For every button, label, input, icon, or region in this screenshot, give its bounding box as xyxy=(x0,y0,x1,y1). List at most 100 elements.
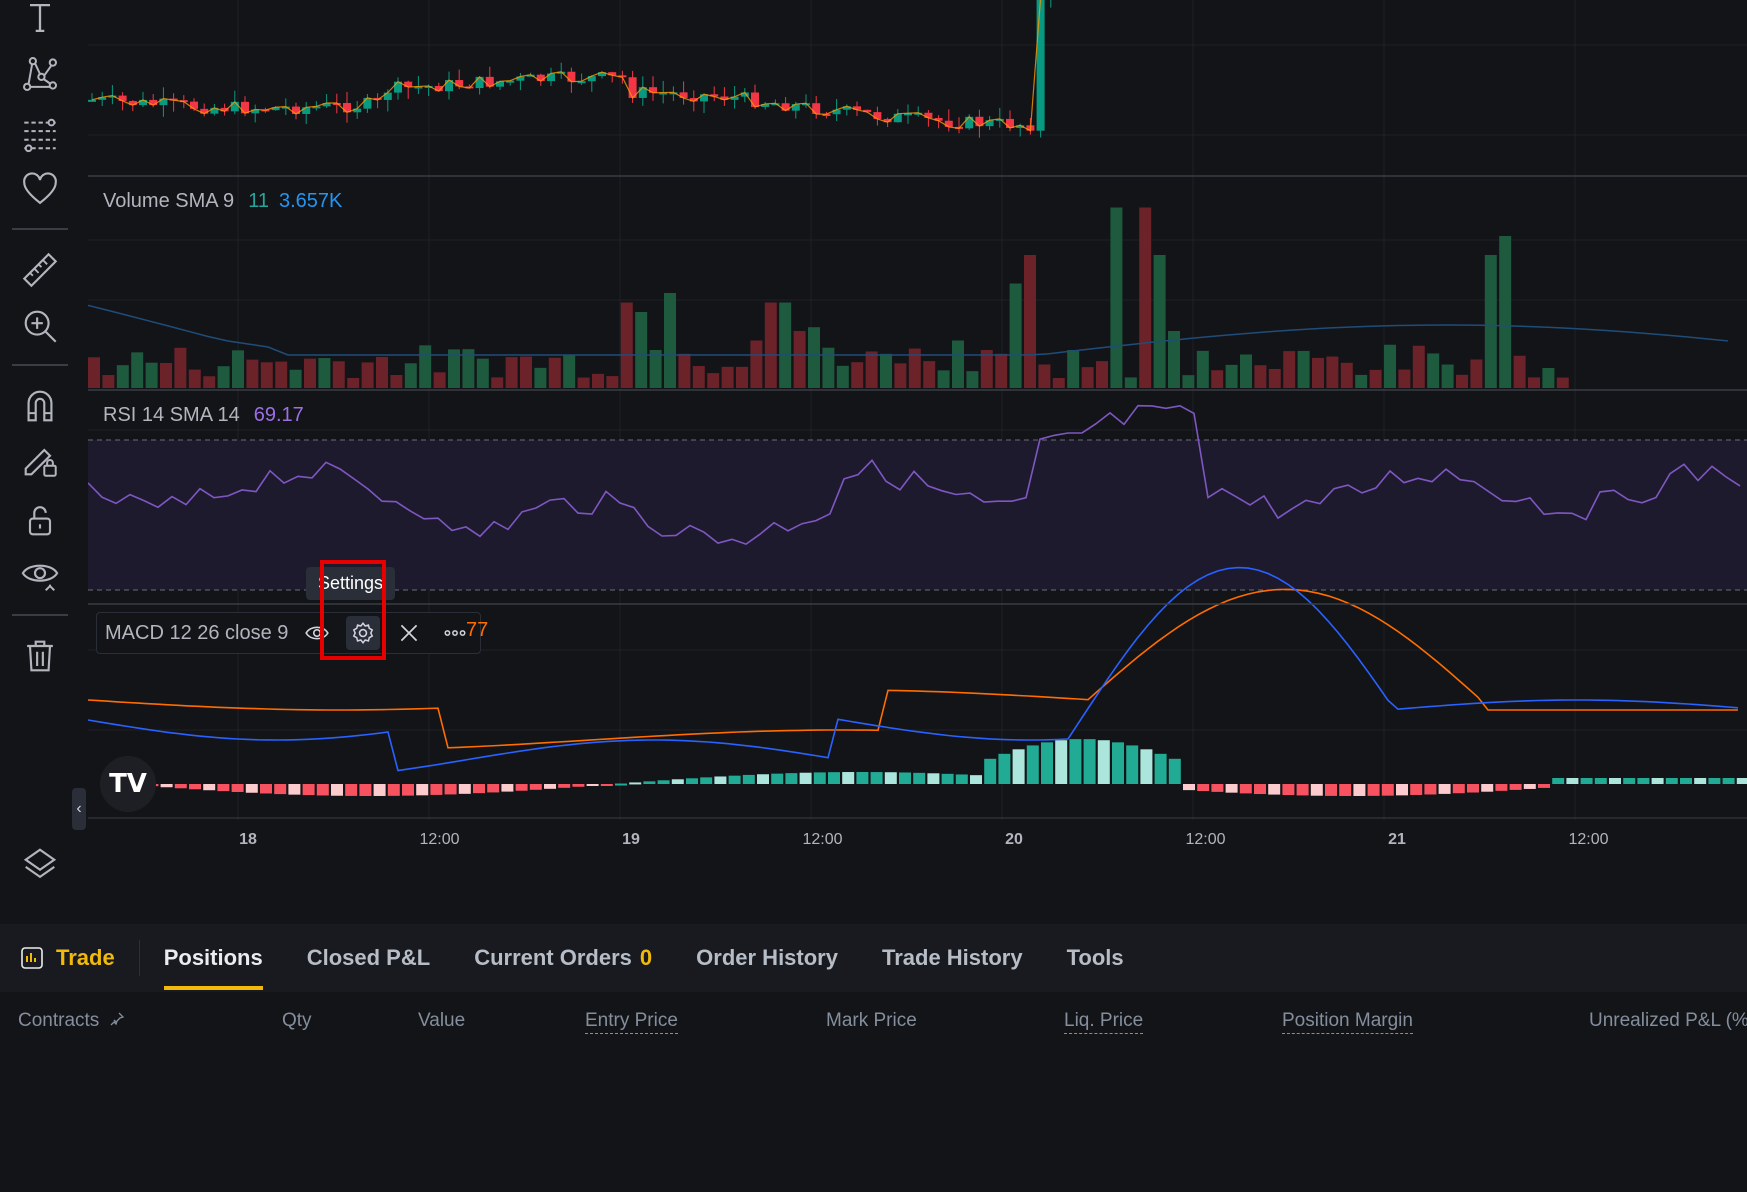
candle-body xyxy=(536,74,545,82)
ruler-icon[interactable] xyxy=(16,246,64,294)
macd-histogram-bar xyxy=(458,784,471,794)
col-position-margin[interactable]: Position Margin xyxy=(1282,1010,1413,1034)
volume-bar xyxy=(217,366,230,388)
volume-bar xyxy=(1182,375,1195,388)
volume-bar xyxy=(260,362,273,388)
macd-histogram-bar xyxy=(1254,784,1266,795)
stay-drawing-icon[interactable] xyxy=(16,436,64,484)
price-ma-line xyxy=(91,0,1042,132)
macd-histogram-bar xyxy=(1026,745,1039,784)
macd-histogram-bar xyxy=(1708,778,1721,784)
volume-bar xyxy=(476,358,489,388)
candle-body xyxy=(526,74,535,77)
layers-icon[interactable] xyxy=(16,840,64,888)
macd-histogram-bar xyxy=(1183,784,1195,791)
candle-body xyxy=(853,106,861,110)
col-entry-price[interactable]: Entry Price xyxy=(585,1010,678,1034)
volume-bar xyxy=(304,358,316,388)
tradingview-logo[interactable]: TV xyxy=(100,756,156,812)
macd-histogram-bar xyxy=(1097,740,1110,784)
bottom-tabs: Trade Positions Closed P&L Current Order… xyxy=(0,924,1747,992)
trash-icon[interactable] xyxy=(16,632,64,680)
macd-histogram-bar xyxy=(331,784,343,796)
candle-body xyxy=(904,113,912,116)
tab-current-orders[interactable]: Current Orders 0 xyxy=(452,924,674,992)
tab-trade-history[interactable]: Trade History xyxy=(881,945,1023,970)
candle-body xyxy=(608,72,617,76)
lock-icon[interactable] xyxy=(16,496,64,544)
macd-histogram-bar xyxy=(1325,784,1337,796)
volume-bar xyxy=(116,365,129,388)
macd-histogram-bar xyxy=(373,784,386,796)
close-icon[interactable] xyxy=(392,616,426,650)
candle-body xyxy=(781,103,790,111)
volume-bar xyxy=(1139,207,1152,388)
eye-icon[interactable] xyxy=(16,552,64,600)
tab-order-history[interactable]: Order History xyxy=(696,945,838,970)
candle-body xyxy=(506,80,515,83)
candle-body xyxy=(485,76,494,87)
volume-bar xyxy=(160,362,172,388)
volume-bar xyxy=(1427,353,1440,388)
volume-legend[interactable]: Volume SMA 9 11 3.657K xyxy=(103,190,342,213)
candle-body xyxy=(883,118,892,123)
macd-histogram-bar xyxy=(174,784,187,789)
macd-value: 77 xyxy=(466,619,488,642)
volume-bar xyxy=(1326,356,1339,388)
volume-bar xyxy=(721,366,734,388)
volume-bar xyxy=(246,359,259,388)
macd-histogram-bar xyxy=(387,784,400,796)
candle-body xyxy=(761,103,770,107)
volume-bar xyxy=(1110,207,1123,388)
candle-body xyxy=(944,120,953,127)
rsi-legend[interactable]: RSI 14 SMA 14 69.17 xyxy=(103,404,304,427)
tab-current-orders-label: Current Orders xyxy=(474,945,632,970)
volume-bar xyxy=(1456,374,1468,388)
tab-trade[interactable]: Trade xyxy=(0,924,137,992)
candle-body xyxy=(832,109,841,115)
candle-body xyxy=(302,107,311,115)
volume-bar xyxy=(980,350,993,388)
settings-gear-icon[interactable] xyxy=(346,616,381,650)
candle-body xyxy=(108,95,117,98)
candle-body xyxy=(771,103,780,106)
fib-icon[interactable] xyxy=(16,110,64,158)
macd-legend[interactable]: MACD 12 26 close 9 xyxy=(96,612,482,654)
volume-bar xyxy=(764,302,777,388)
collapse-toolbar-button[interactable]: ‹ xyxy=(72,788,86,830)
tab-closed-pnl[interactable]: Closed P&L xyxy=(306,945,431,970)
macd-histogram-bar xyxy=(955,774,968,784)
magnet-icon[interactable] xyxy=(16,382,64,430)
zoom-in-icon[interactable] xyxy=(16,302,64,350)
macd-histogram-bar xyxy=(1069,739,1082,784)
toolbar-divider xyxy=(12,228,68,230)
candle-body xyxy=(516,76,525,81)
chart-area[interactable]: 18 12:00 19 12:00 20 12:00 21 12:00 Volume SMA … xyxy=(88,0,1747,920)
macd-histogram-bar xyxy=(515,784,528,791)
volume-bar xyxy=(145,362,158,388)
macd-histogram-bar xyxy=(1538,784,1550,788)
macd-histogram-bar xyxy=(799,772,812,784)
candle-body xyxy=(1006,118,1014,128)
volume-bar xyxy=(1312,357,1324,388)
pin-icon[interactable] xyxy=(109,1011,125,1027)
more-options-icon[interactable] xyxy=(438,616,472,650)
macd-histogram-bar xyxy=(842,772,855,784)
settings-highlight-box xyxy=(320,560,386,660)
chart-canvas[interactable]: 18 12:00 19 12:00 20 12:00 21 12:00 xyxy=(88,0,1747,920)
macd-legend-label: MACD 12 26 close 9 xyxy=(105,621,289,644)
heart-icon[interactable] xyxy=(16,166,64,214)
text-icon[interactable] xyxy=(16,0,64,42)
volume-bar xyxy=(1384,344,1396,388)
pattern-icon[interactable] xyxy=(16,50,64,98)
tab-tools[interactable]: Tools xyxy=(1066,945,1124,970)
volume-bar xyxy=(188,369,201,388)
tab-positions[interactable]: Positions xyxy=(142,924,285,992)
col-liq-price[interactable]: Liq. Price xyxy=(1064,1010,1144,1034)
macd-histogram-bar xyxy=(288,784,301,795)
candle-body xyxy=(271,107,280,111)
col-contracts[interactable]: Contracts xyxy=(18,1010,125,1032)
volume-bar xyxy=(376,356,388,388)
macd-histogram-bar xyxy=(1296,784,1309,796)
candle-body xyxy=(638,87,647,98)
